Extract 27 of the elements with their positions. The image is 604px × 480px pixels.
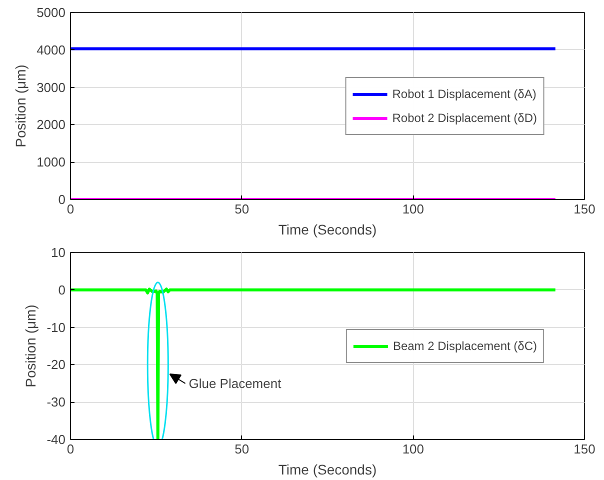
x-tick-label: 150 (574, 202, 596, 216)
x-tick-label: 100 (402, 202, 424, 216)
y-tick-label: 2000 (36, 117, 66, 132)
legend-label: Robot 2 Displacement (δD) (392, 110, 537, 124)
y-tick-label: -10 (46, 320, 66, 335)
x-tick-label: 50 (234, 442, 250, 456)
legend-label: Robot 1 Displacement (δA) (392, 86, 536, 100)
y-axis-title: Position (μm) (22, 304, 39, 388)
x-tick-label: 150 (574, 442, 596, 456)
y-tick-label: 0 (58, 282, 66, 298)
x-axis-title: Time (Seconds) (278, 462, 377, 478)
legend-label: Beam 2 Displacement (δC) (392, 338, 537, 352)
y-tick-label: -20 (46, 357, 66, 372)
y-tick-label: -30 (46, 394, 66, 410)
y-tick-label: 3000 (36, 80, 66, 95)
x-tick-label: 50 (234, 202, 250, 216)
y-tick-label: 4000 (36, 42, 66, 58)
annotation: Glue Placement (188, 376, 282, 391)
y-tick-label: -40 (46, 432, 66, 447)
y-tick-label: 0 (58, 192, 66, 207)
y-axis-title: Position (μm) (12, 64, 29, 148)
x-axis-title: Time (Seconds) (278, 222, 377, 238)
y-tick-label: 10 (51, 245, 66, 260)
x-tick-label: 100 (402, 442, 424, 456)
y-tick-label: 1000 (36, 154, 66, 170)
y-tick-label: 5000 (36, 5, 66, 20)
line-series (70, 288, 557, 440)
